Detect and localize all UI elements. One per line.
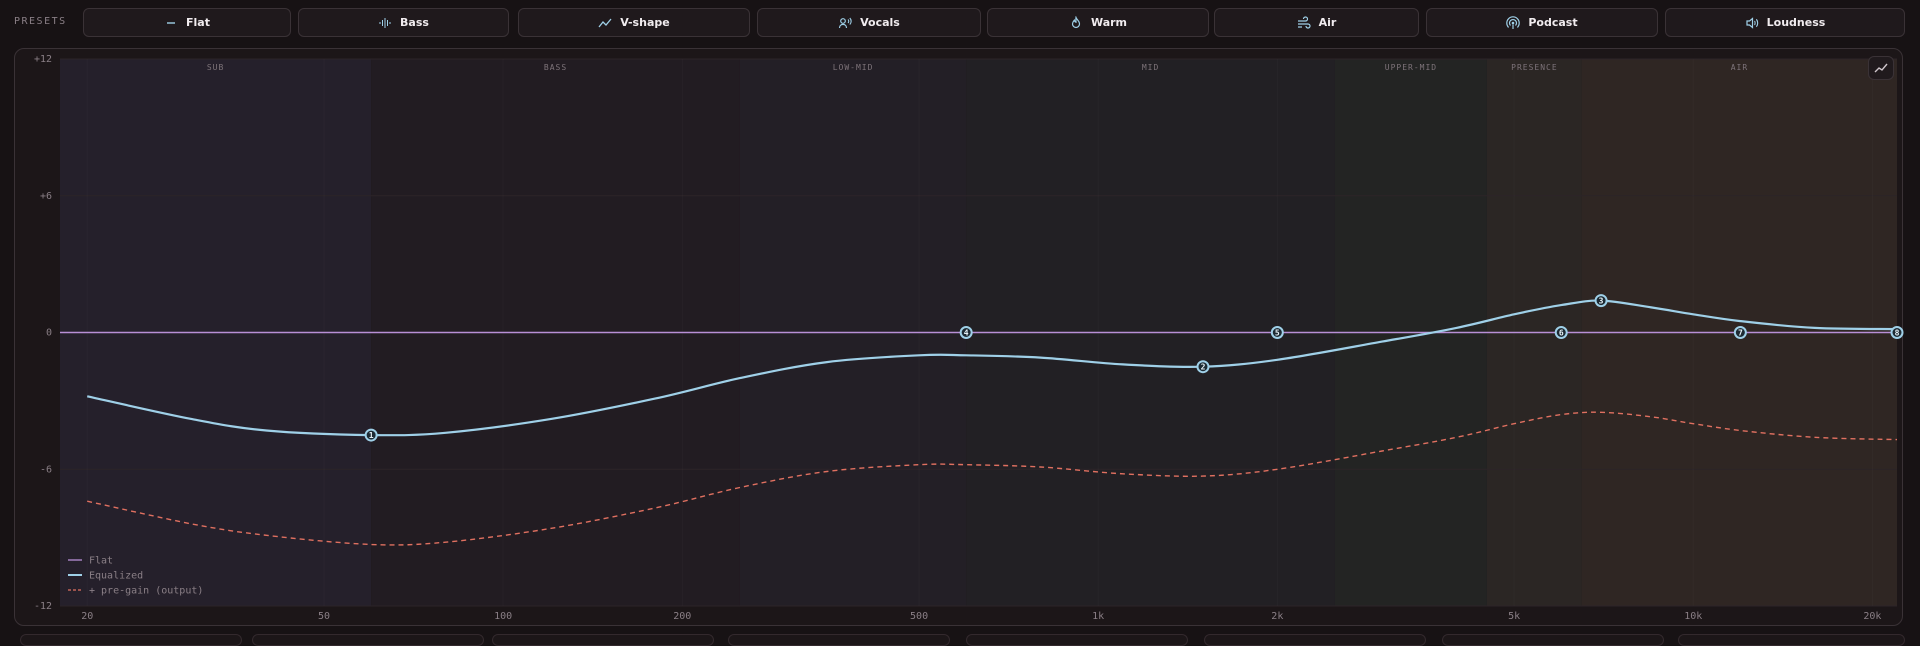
band-label: MID bbox=[1142, 63, 1159, 72]
preset-podcast-button[interactable]: Podcast bbox=[1426, 8, 1658, 37]
preset-label: Flat bbox=[186, 16, 210, 29]
minus-icon bbox=[167, 21, 176, 24]
eq-node-label: 7 bbox=[1738, 329, 1743, 338]
preset-label: Bass bbox=[400, 16, 429, 29]
eq-node-handle[interactable] bbox=[1554, 326, 1568, 339]
eq-node-label: 4 bbox=[964, 329, 969, 338]
bottom-control[interactable] bbox=[1442, 634, 1664, 646]
bottom-control[interactable] bbox=[1204, 634, 1426, 646]
preset-air-button[interactable]: Air bbox=[1214, 8, 1419, 37]
x-tick-label: 20k bbox=[1863, 611, 1881, 622]
eq-node-label: 8 bbox=[1895, 329, 1900, 338]
preset-warm-button[interactable]: Warm bbox=[987, 8, 1209, 37]
flame-icon bbox=[1071, 15, 1081, 28]
eq-node-handle[interactable] bbox=[364, 428, 378, 442]
preset-v-shape-button[interactable]: V-shape bbox=[518, 8, 750, 37]
speaker-icon bbox=[1746, 16, 1758, 29]
preset-label: V-shape bbox=[620, 16, 670, 29]
bottom-control[interactable] bbox=[492, 634, 714, 646]
eq-node-handle[interactable] bbox=[1890, 326, 1904, 339]
band-label: PRESENCE bbox=[1511, 63, 1558, 72]
trend-line-icon bbox=[1874, 63, 1888, 73]
waveform-icon bbox=[379, 17, 391, 28]
presets-label: PRESETS bbox=[14, 16, 67, 27]
x-tick-label: 100 bbox=[494, 611, 512, 622]
x-tick-label: 5k bbox=[1508, 611, 1520, 622]
eq-node-label: 1 bbox=[369, 431, 374, 440]
x-tick-label: 200 bbox=[673, 611, 691, 622]
band-label: AIR bbox=[1731, 63, 1748, 72]
preset-flat-button[interactable]: Flat bbox=[83, 8, 291, 37]
person-voice-icon bbox=[839, 17, 852, 28]
eq-node-handle[interactable] bbox=[959, 326, 973, 339]
eq-node-handle[interactable] bbox=[1196, 360, 1210, 374]
bottom-control[interactable] bbox=[20, 634, 242, 646]
preset-vocals-button[interactable]: Vocals bbox=[757, 8, 981, 37]
eq-node-label: 5 bbox=[1275, 329, 1280, 338]
eq-node-label: 6 bbox=[1559, 329, 1564, 338]
x-tick-label: 10k bbox=[1684, 611, 1702, 622]
preset-label: Loudness bbox=[1766, 16, 1826, 29]
preset-label: Air bbox=[1318, 16, 1337, 29]
band-label: UPPER-MID bbox=[1385, 63, 1437, 72]
bottom-control[interactable] bbox=[966, 634, 1188, 646]
bottom-control[interactable] bbox=[728, 634, 950, 646]
band-label: SUB bbox=[207, 63, 224, 72]
band-label: BASS bbox=[544, 63, 567, 72]
x-tick-label: 500 bbox=[910, 611, 928, 622]
bottom-control[interactable] bbox=[252, 634, 484, 646]
preset-label: Vocals bbox=[860, 16, 900, 29]
eq-node-label: 2 bbox=[1201, 363, 1206, 372]
trend-line-icon bbox=[598, 18, 612, 27]
preset-bass-button[interactable]: Bass bbox=[298, 8, 509, 37]
y-tick-label: 0 bbox=[46, 328, 52, 339]
legend-label: Flat bbox=[89, 556, 113, 567]
eq-node-handle[interactable] bbox=[1270, 326, 1284, 339]
legend-label: + pre-gain (output) bbox=[89, 586, 203, 597]
x-tick-label: 20 bbox=[81, 611, 93, 622]
x-tick-label: 1k bbox=[1092, 611, 1104, 622]
y-tick-label: -6 bbox=[40, 464, 52, 475]
preset-label: Warm bbox=[1090, 16, 1128, 29]
x-tick-label: 2k bbox=[1271, 611, 1283, 622]
broadcast-icon bbox=[1506, 15, 1521, 29]
preset-label: Podcast bbox=[1528, 16, 1578, 29]
y-tick-label: +12 bbox=[34, 54, 52, 65]
series-equalized-line bbox=[86, 299, 1898, 437]
band-label: LOW-MID bbox=[833, 63, 874, 72]
eq-node-handle[interactable] bbox=[1733, 326, 1747, 339]
preset-loudness-button[interactable]: Loudness bbox=[1665, 8, 1905, 37]
x-tick-label: 50 bbox=[318, 611, 330, 622]
y-tick-label: +6 bbox=[40, 191, 52, 202]
presets-bar: PRESETS Flat Bass V-shape Vocals Warm Air Podc… bbox=[0, 0, 1920, 44]
wind-icon bbox=[1297, 15, 1311, 29]
legend-label: Equalized bbox=[89, 571, 143, 582]
y-tick-label: -12 bbox=[34, 601, 52, 612]
bottom-control[interactable] bbox=[1678, 634, 1905, 646]
curve-toggle-button[interactable] bbox=[1868, 56, 1894, 80]
eq-node-label: 3 bbox=[1599, 297, 1604, 306]
eq-node-handle[interactable] bbox=[1594, 294, 1608, 308]
